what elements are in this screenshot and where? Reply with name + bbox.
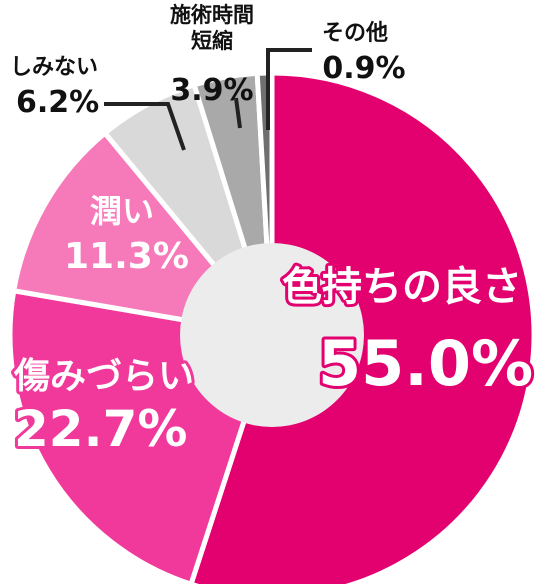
slice-value-itami: 22.7% [14, 400, 187, 458]
slice-value-jikan: 3.9% [170, 73, 253, 108]
slice-value-irochi: 55.0% [318, 327, 533, 400]
leader-line-sonota [266, 48, 312, 130]
slice-label-shiminai: しみない [10, 55, 98, 80]
slice-value-shiminai: 6.2% [16, 85, 99, 120]
slice-value-uruoi: 11.3% [64, 236, 189, 277]
slice-label-irochi: 色持ちの良さ [282, 264, 522, 310]
slice-label-uruoi: 潤い [90, 192, 154, 230]
slice-label-jikan-line2: 短縮 [191, 29, 233, 53]
leader-line-jikan [234, 97, 242, 129]
slice-label-itami: 傷みづらい [13, 356, 194, 397]
donut-center [180, 243, 364, 427]
slice-value-sonota: 0.9% [322, 51, 405, 86]
leader-line-shiminai [104, 102, 186, 151]
slice-label-jikan-line1: 施術時間 [170, 3, 254, 27]
slice-label-sonota: その他 [322, 21, 388, 46]
